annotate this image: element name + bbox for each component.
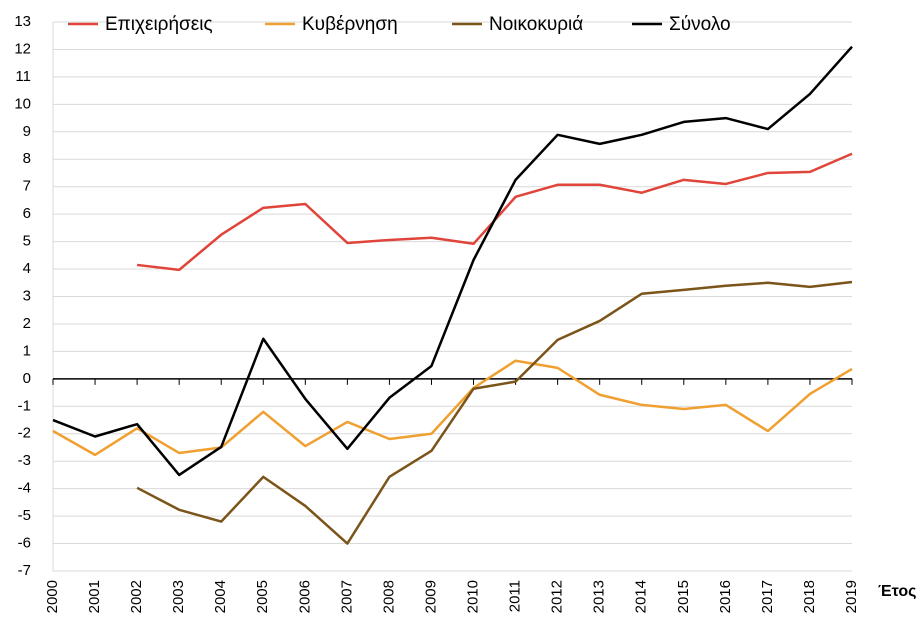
x-tick-label: 2007 — [338, 580, 355, 613]
x-tick-label: 2005 — [254, 580, 271, 613]
legend-label: Σύνολο — [669, 14, 731, 35]
y-tick-label: -3 — [18, 452, 31, 469]
series-line — [52, 359, 853, 457]
y-tick-label: 5 — [23, 233, 31, 250]
y-tick-label: 12 — [14, 40, 31, 57]
legend-label: Νοικοκυριά — [489, 14, 583, 35]
series-line — [52, 45, 853, 477]
x-axis-label: Έτος — [878, 583, 916, 600]
x-tick-label: 2011 — [507, 580, 524, 612]
x-tick-label: 2000 — [44, 580, 61, 613]
y-tick-label: 4 — [23, 260, 31, 277]
y-tick-label: -7 — [18, 562, 31, 579]
x-tick-label: 2004 — [212, 580, 229, 613]
x-tick-label: 2015 — [675, 580, 692, 613]
y-tick-label: -6 — [18, 535, 31, 552]
legend-label: Επιχειρήσεις — [105, 14, 213, 35]
series-line — [136, 152, 853, 272]
y-tick-label: -5 — [18, 507, 31, 524]
x-tick-label: 2018 — [801, 580, 818, 613]
y-tick-label: 7 — [23, 178, 31, 195]
x-tick-label: 2016 — [717, 580, 734, 613]
legend-label: Κυβέρνηση — [302, 14, 398, 35]
x-tick-label: 2012 — [549, 580, 566, 613]
y-tick-label: -1 — [18, 397, 31, 414]
y-tick-label: 9 — [23, 123, 31, 140]
y-tick-label: -4 — [18, 480, 31, 497]
x-tick-label: 2014 — [633, 580, 650, 613]
y-tick-label: 3 — [23, 287, 31, 304]
x-tick-label: 2019 — [843, 580, 860, 613]
y-tick-label: 6 — [23, 205, 31, 222]
y-tick-label: -2 — [18, 425, 31, 442]
x-tick-label: 2017 — [759, 580, 776, 613]
series-line — [136, 280, 853, 545]
x-tick-label: 2013 — [591, 580, 608, 613]
x-tick-label: 2009 — [422, 580, 439, 613]
x-tick-label: 2003 — [170, 580, 187, 613]
y-tick-label: 10 — [14, 95, 31, 112]
x-tick-label: 2006 — [296, 580, 313, 613]
y-tick-label: 1 — [23, 342, 31, 359]
y-tick-label: 8 — [23, 150, 31, 167]
x-tick-label: 2010 — [464, 580, 481, 613]
x-tick-label: 2002 — [128, 580, 145, 613]
y-tick-label: 2 — [23, 315, 31, 332]
y-tick-label: 11 — [15, 68, 31, 85]
x-tick-label: 2008 — [380, 580, 397, 613]
y-tick-label: 0 — [23, 370, 31, 387]
y-tick-label: 13 — [14, 13, 31, 30]
x-tick-label: 2001 — [86, 580, 103, 613]
